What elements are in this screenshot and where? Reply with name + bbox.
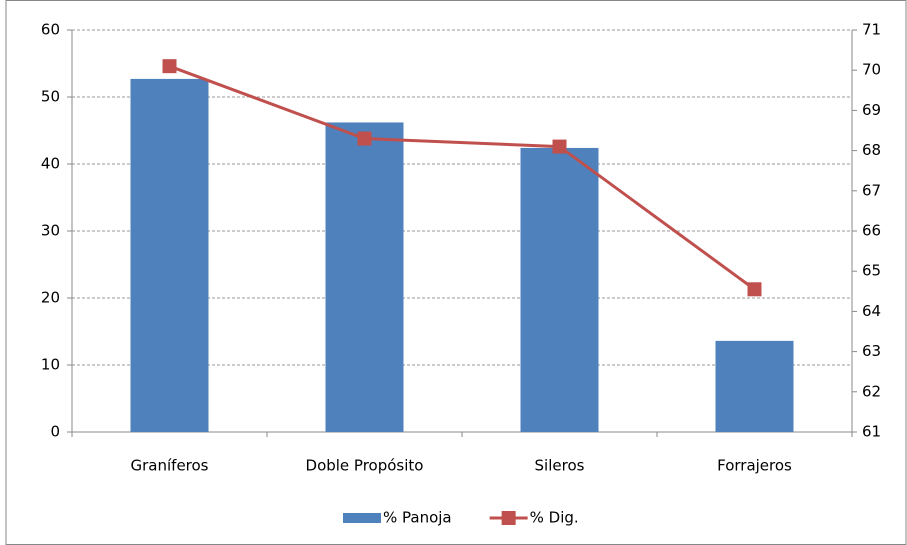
legend-label: % Panoja [383,509,452,527]
x-tick-label: Graníferos [131,457,209,475]
y2-tick-label: 66 [862,222,881,240]
legend-swatch [343,513,381,523]
y2-tick-label: 62 [862,382,881,400]
x-tick-label: Sileros [535,457,585,475]
line [168,64,756,291]
y-tick-label: 20 [41,289,60,307]
y-tick-label: 40 [41,155,60,173]
y-tick-label: 50 [41,88,60,106]
bar [520,147,599,433]
y2-tick-label: 67 [862,181,881,199]
y-tick-label: 10 [41,356,60,374]
y-tick-label: 0 [50,423,60,441]
y-tick-label: 60 [41,21,60,39]
bar [715,340,794,432]
x-tick-label: Forrajeros [717,457,792,475]
legend-label: % Dig. [530,509,579,527]
legend-swatch-marker [501,511,516,525]
y2-tick-label: 71 [862,21,881,39]
y2-tick-label: 68 [862,141,881,159]
line-marker [357,131,372,146]
y-tick-label: 30 [41,222,60,240]
line-marker [747,282,762,297]
y2-tick-label: 70 [862,61,881,79]
y2-tick-label: 65 [862,262,881,280]
line-marker [552,139,567,154]
x-tick-label: Doble Propósito [306,457,424,475]
bar [130,78,209,432]
line-marker [162,59,177,74]
y2-tick-label: 64 [862,302,881,320]
y2-tick-label: 69 [862,101,881,119]
y2-tick-label: 63 [862,342,881,360]
y2-tick-label: 61 [862,423,881,441]
bar [325,122,404,433]
